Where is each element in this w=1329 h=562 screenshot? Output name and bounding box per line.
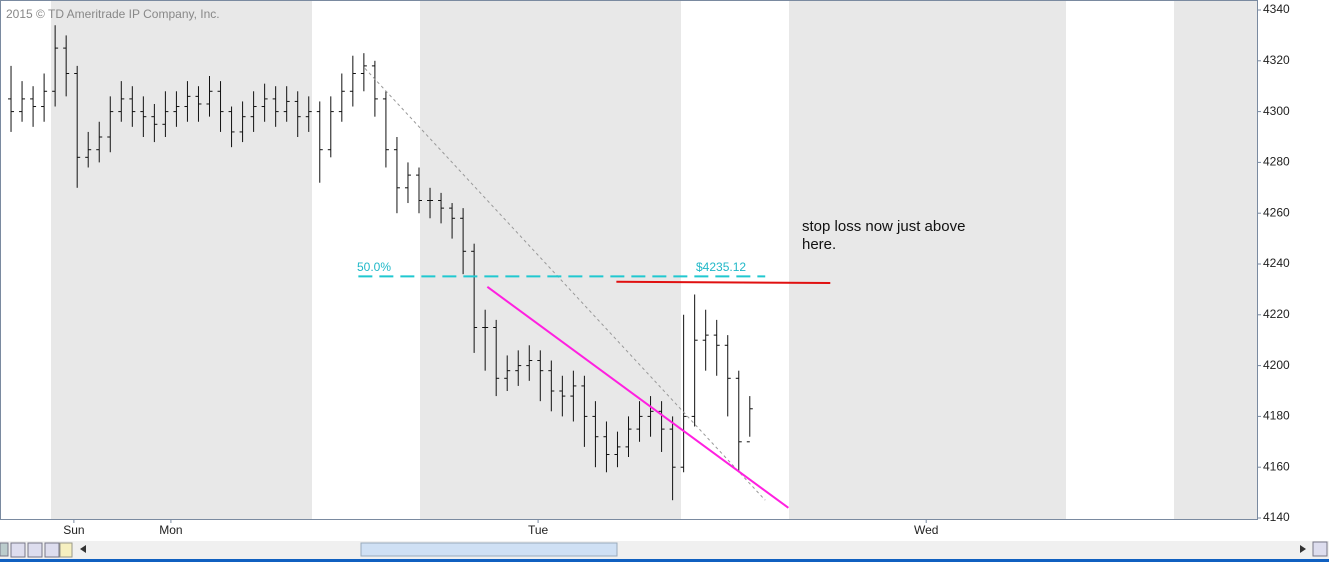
fib-label: 50.0%: [357, 260, 391, 274]
watermark: 2015 © TD Ameritrade IP Company, Inc.: [6, 7, 220, 21]
scrollbar: [0, 541, 1329, 562]
x-tick-label: Mon: [159, 523, 182, 537]
trendline: [486, 286, 789, 509]
y-tick-label: 4280: [1263, 155, 1290, 169]
fib-price-label: $4235.12: [696, 260, 746, 274]
end-button[interactable]: [1312, 541, 1328, 557]
dotted-line: [364, 68, 766, 501]
session-band: [789, 1, 1066, 519]
annotation: stop loss now just above here.: [802, 218, 966, 253]
scroll-right[interactable]: [1300, 545, 1306, 553]
y-tick-label: 4260: [1263, 205, 1290, 219]
session-shading: [51, 1, 1257, 519]
y-tick-label: 4300: [1263, 104, 1290, 118]
status-line: [0, 559, 1329, 562]
plot-border: [0, 0, 1258, 520]
x-tick-label: Wed: [914, 523, 938, 537]
y-tick-label: 4320: [1263, 53, 1290, 67]
scroll-left[interactable]: [80, 545, 86, 553]
annotation-box: stop loss now just above here.: [802, 218, 966, 253]
scrollbar-track: [0, 541, 1329, 559]
zoom-in-button[interactable]: [27, 542, 43, 558]
zoom-button[interactable]: [10, 542, 26, 558]
pan-button[interactable]: [59, 542, 73, 558]
scroll-thumb[interactable]: [360, 542, 618, 557]
toolbar-button[interactable]: [0, 542, 9, 557]
y-tick-label: 4200: [1263, 358, 1290, 372]
session-band: [1174, 1, 1257, 519]
y-tick-label: 4220: [1263, 307, 1290, 321]
y-tick-label: 4240: [1263, 256, 1290, 270]
y-tick-label: 4180: [1263, 409, 1290, 423]
x-tick-label: Tue: [528, 523, 549, 537]
zoom-out-button[interactable]: [44, 542, 60, 558]
stop-line: [616, 280, 831, 285]
x-tick-label: Sun: [63, 523, 84, 537]
y-tick-label: 4140: [1263, 510, 1290, 524]
session-band: [51, 1, 312, 519]
session-band: [420, 1, 681, 519]
y-tick-label: 4160: [1263, 459, 1290, 473]
y-tick-label: 4340: [1263, 2, 1290, 16]
